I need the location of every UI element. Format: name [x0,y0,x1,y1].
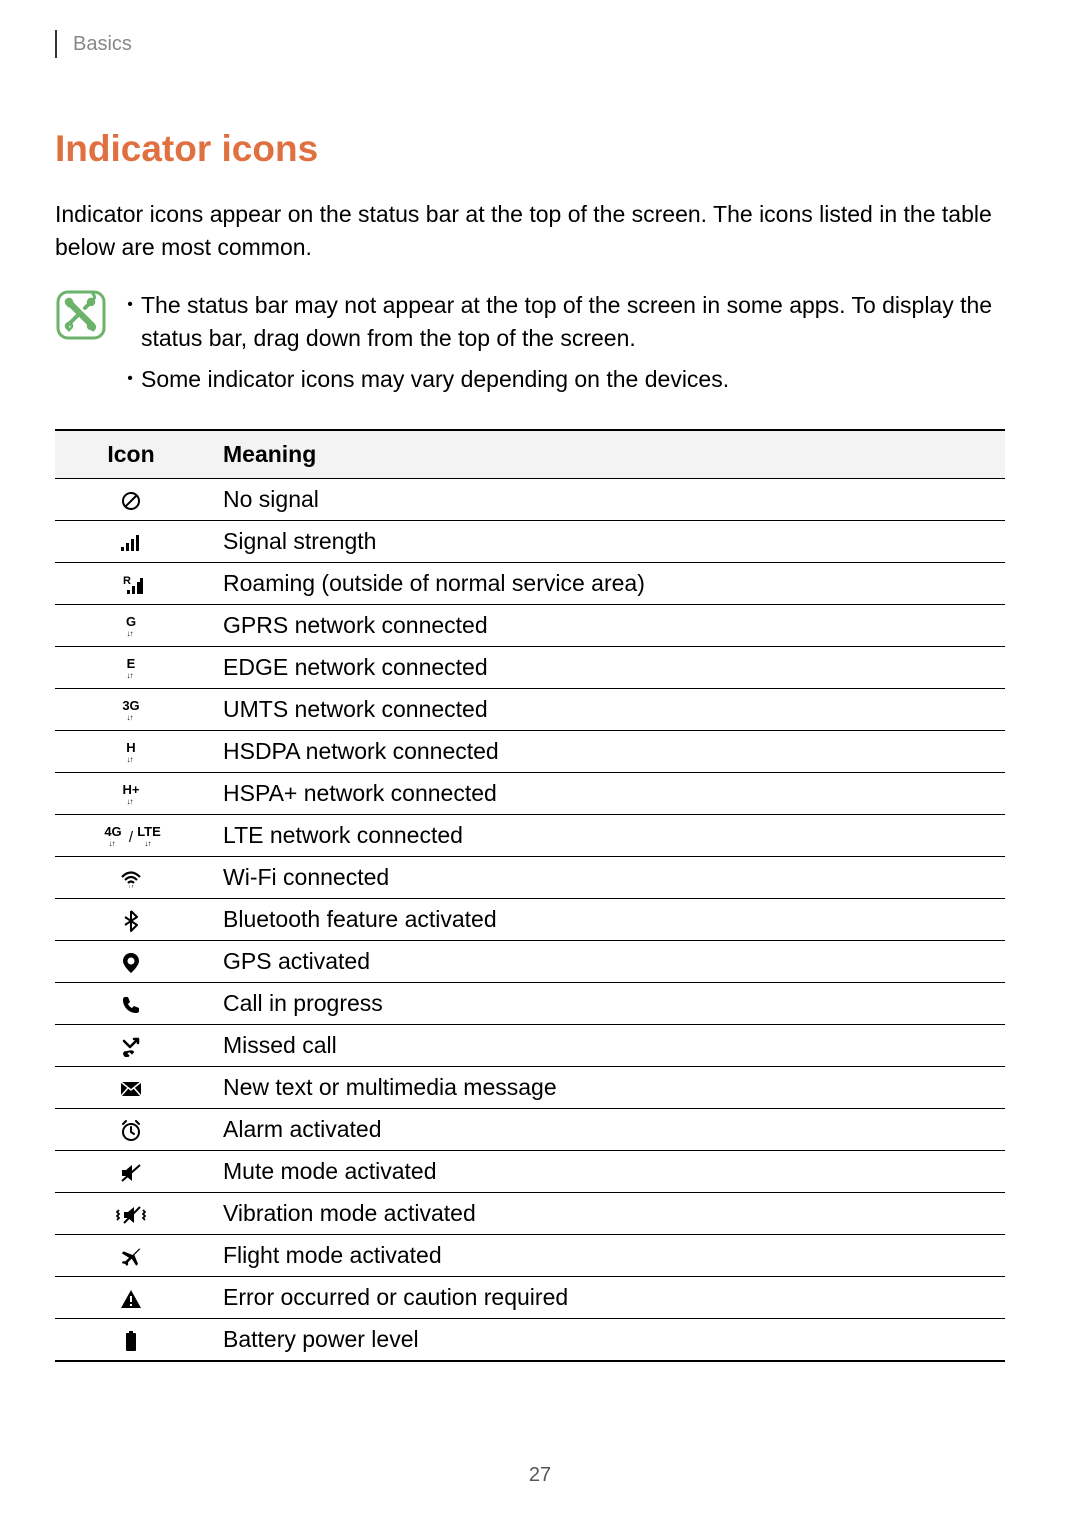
icon-meaning: Signal strength [207,520,1005,562]
icon-meaning: Roaming (outside of normal service area) [207,562,1005,604]
table-row: New text or multimedia message [55,1066,1005,1108]
table-row: Bluetooth feature activated [55,898,1005,940]
svg-text:↓↑: ↓↑ [127,797,134,806]
table-row: R Roaming (outside of normal service area… [55,562,1005,604]
hspa-plus-icon: H+↓↑ [55,772,207,814]
svg-text:H: H [126,742,135,755]
table-row: 4G ↓↑ / LTE ↓↑ LTE network connected [55,814,1005,856]
svg-text:↓↑: ↓↑ [127,713,134,722]
icon-meaning: HSDPA network connected [207,730,1005,772]
svg-text:LTE: LTE [137,826,161,839]
icon-meaning: HSPA+ network connected [207,772,1005,814]
section-title: Indicator icons [55,128,1005,170]
icon-meaning: Wi-Fi connected [207,856,1005,898]
note-text: The status bar may not appear at the top… [141,289,1005,356]
intro-text: Indicator icons appear on the status bar… [55,198,1005,265]
icon-meaning: Flight mode activated [207,1234,1005,1276]
icon-meaning: Vibration mode activated [207,1192,1005,1234]
roaming-icon: R [55,562,207,604]
icon-meaning: GPRS network connected [207,604,1005,646]
table-row: H↓↑HSDPA network connected [55,730,1005,772]
svg-text:↓↑: ↓↑ [145,839,152,848]
alarm-icon [55,1108,207,1150]
header-divider [55,30,57,58]
note-icon [55,289,107,341]
breadcrumb: Basics [73,33,132,56]
missed-call-icon [55,1024,207,1066]
svg-text:↓↑: ↓↑ [127,755,134,764]
icon-table: Icon Meaning No signalSignal strength R Ro… [55,429,1005,1362]
page-header: Basics [55,30,1005,58]
signal-icon [55,520,207,562]
mute-icon [55,1150,207,1192]
table-row: Call in progress [55,982,1005,1024]
table-header-icon: Icon [55,430,207,479]
icon-meaning: Mute mode activated [207,1150,1005,1192]
svg-text:H+: H+ [123,784,140,797]
icon-meaning: Missed call [207,1024,1005,1066]
note-block: • The status bar may not appear at the t… [55,289,1005,405]
bullet-icon: • [119,363,141,396]
call-icon [55,982,207,1024]
bluetooth-icon [55,898,207,940]
flight-icon [55,1234,207,1276]
table-header-meaning: Meaning [207,430,1005,479]
table-row: No signal [55,478,1005,520]
svg-text:3G: 3G [122,700,139,713]
icon-meaning: Alarm activated [207,1108,1005,1150]
svg-text:↓↑: ↓↑ [128,884,135,888]
umts-icon: 3G↓↑ [55,688,207,730]
table-row: Error occurred or caution required [55,1276,1005,1318]
error-icon [55,1276,207,1318]
icon-meaning: EDGE network connected [207,646,1005,688]
icon-meaning: UMTS network connected [207,688,1005,730]
svg-text:E: E [127,658,136,671]
note-item: • Some indicator icons may vary dependin… [119,363,1005,396]
no-signal-icon [55,478,207,520]
table-row: Alarm activated [55,1108,1005,1150]
note-text: Some indicator icons may vary depending … [141,363,1005,396]
hsdpa-icon: H↓↑ [55,730,207,772]
gps-icon [55,940,207,982]
lte-icon: 4G ↓↑ / LTE ↓↑ [55,814,207,856]
table-row: E↓↑EDGE network connected [55,646,1005,688]
svg-text:↓↑: ↓↑ [127,671,134,680]
icon-meaning: LTE network connected [207,814,1005,856]
icon-meaning: GPS activated [207,940,1005,982]
table-row: G↓↑GPRS network connected [55,604,1005,646]
battery-icon [55,1318,207,1361]
gprs-icon: G↓↑ [55,604,207,646]
table-row: ↓↑ Wi-Fi connected [55,856,1005,898]
svg-text:G: G [126,616,136,629]
svg-text:/: / [129,829,134,846]
page-number: 27 [0,1464,1080,1487]
table-row: H+↓↑HSPA+ network connected [55,772,1005,814]
bullet-icon: • [119,289,141,356]
svg-text:↓↑: ↓↑ [109,839,116,848]
table-header-row: Icon Meaning [55,430,1005,479]
vibration-icon [55,1192,207,1234]
icon-meaning: No signal [207,478,1005,520]
wifi-icon: ↓↑ [55,856,207,898]
svg-text:R: R [123,575,131,587]
icon-meaning: New text or multimedia message [207,1066,1005,1108]
table-row: Vibration mode activated [55,1192,1005,1234]
icon-meaning: Call in progress [207,982,1005,1024]
edge-icon: E↓↑ [55,646,207,688]
table-row: Battery power level [55,1318,1005,1361]
message-icon [55,1066,207,1108]
svg-text:↓↑: ↓↑ [127,629,134,638]
icon-meaning: Error occurred or caution required [207,1276,1005,1318]
svg-text:4G: 4G [104,826,121,839]
table-row: Mute mode activated [55,1150,1005,1192]
table-row: GPS activated [55,940,1005,982]
note-item: • The status bar may not appear at the t… [119,289,1005,356]
table-row: Flight mode activated [55,1234,1005,1276]
icon-meaning: Bluetooth feature activated [207,898,1005,940]
note-list: • The status bar may not appear at the t… [119,289,1005,405]
icon-meaning: Battery power level [207,1318,1005,1361]
table-row: Missed call [55,1024,1005,1066]
table-row: Signal strength [55,520,1005,562]
table-row: 3G↓↑UMTS network connected [55,688,1005,730]
